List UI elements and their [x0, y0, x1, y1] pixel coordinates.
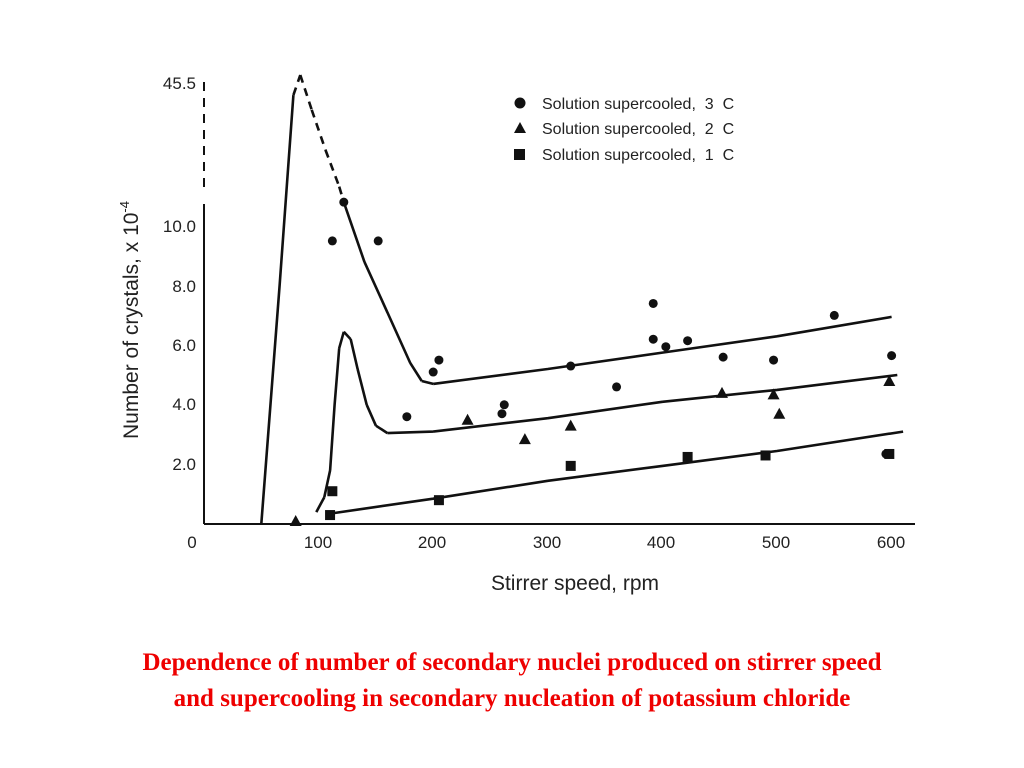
data-point-3c-18 [887, 351, 897, 361]
chart: 2.0 4.0 6.0 8.0 10.0 45.5 0 100 200 300 … [117, 74, 915, 595]
data-point-3c-11 [648, 334, 658, 344]
data-point-3c-16 [829, 310, 839, 320]
data-point-3c-6 [497, 409, 507, 419]
x-tick-label-600: 600 [877, 533, 905, 552]
data-point-1c-3 [565, 460, 576, 471]
curve-3c [260, 95, 892, 525]
curve-3c-dashed [292, 74, 346, 203]
axes [203, 82, 915, 525]
y-axis-title-group: Number of crystals, x 10-4 [117, 201, 143, 439]
curve-1c [329, 430, 904, 515]
data-point-2c-4 [715, 386, 728, 398]
y-break-label: 45.5 [163, 74, 196, 93]
data-point-2c-3 [564, 419, 577, 431]
x-tick-label-100: 100 [304, 533, 332, 552]
data-point-2c-2 [518, 433, 531, 445]
data-point-3c-13 [683, 336, 693, 346]
y-axis-title-text: Number of crystals, x 10 [120, 213, 143, 439]
markers-layer [289, 197, 897, 527]
curves-layer [260, 74, 904, 525]
data-point-2c-7 [883, 374, 896, 386]
data-point-3c-9 [612, 382, 622, 392]
y-tick-label-8: 8.0 [172, 277, 196, 296]
curve-2c [315, 330, 898, 513]
data-point-3c-8 [566, 361, 576, 371]
data-point-1c-0 [325, 510, 336, 521]
data-point-1c-2 [433, 495, 444, 506]
data-point-3c-7 [499, 400, 509, 410]
legend: Solution supercooled, 3 C Solution super… [514, 96, 734, 164]
legend-label-1c: Solution supercooled, 1 C [542, 147, 734, 164]
caption-line-1: Dependence of number of secondary nuclei… [142, 649, 882, 676]
data-point-1c-5 [760, 450, 771, 461]
data-point-3c-15 [769, 355, 779, 365]
data-point-3c-5 [434, 355, 444, 365]
data-point-1c-6 [884, 448, 895, 459]
data-point-3c-2 [373, 236, 383, 246]
legend-label-3c: Solution supercooled, 3 C [542, 96, 734, 113]
data-point-1c-4 [682, 451, 693, 462]
data-point-1c-1 [327, 486, 338, 497]
x-axis-title: Stirrer speed, rpm [491, 572, 659, 595]
data-point-3c-10 [648, 298, 658, 308]
legend-marker-circle [514, 97, 526, 109]
y-tick-label-4: 4.0 [172, 395, 196, 414]
legend-marker-triangle [514, 122, 526, 133]
y-tick-label-2: 2.0 [172, 455, 196, 474]
data-point-3c-1 [339, 197, 349, 207]
data-point-3c-14 [718, 352, 728, 362]
data-point-2c-6 [773, 407, 786, 419]
x-tick-label-0: 0 [187, 533, 196, 552]
legend-label-2c: Solution supercooled, 2 C [542, 121, 734, 138]
data-point-2c-0 [289, 515, 302, 527]
data-point-2c-1 [461, 413, 474, 425]
x-tick-label-300: 300 [533, 533, 561, 552]
data-point-3c-0 [327, 236, 337, 246]
data-point-2c-5 [767, 388, 780, 400]
caption: Dependence of number of secondary nuclei… [0, 645, 1024, 717]
y-tick-label-10: 10.0 [163, 217, 196, 236]
caption-line-2: and supercooling in secondary nucleation… [173, 685, 851, 712]
x-tick-label-500: 500 [762, 533, 790, 552]
data-point-3c-12 [661, 342, 671, 352]
data-point-3c-3 [402, 412, 412, 422]
data-point-3c-4 [428, 367, 438, 377]
y-tick-label-6: 6.0 [172, 336, 196, 355]
y-axis-title-exponent: -4 [117, 201, 132, 213]
x-tick-label-200: 200 [418, 533, 446, 552]
y-axis-title: Number of crystals, x 10-4 [117, 201, 143, 439]
legend-marker-square [514, 149, 525, 160]
x-tick-label-400: 400 [647, 533, 675, 552]
